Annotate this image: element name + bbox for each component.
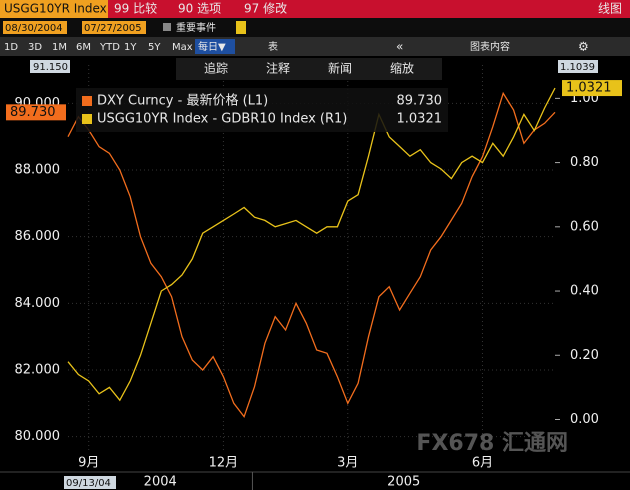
tool-button[interactable]: 注释 xyxy=(266,61,290,76)
period-button[interactable]: 1D xyxy=(4,42,18,53)
legend-swatch xyxy=(82,96,92,106)
start-date: 08/30/2004 xyxy=(5,23,63,34)
start-tag xyxy=(64,476,116,489)
y-tick-label: 80.000 xyxy=(15,429,61,444)
security: USGG10YR Index xyxy=(4,2,107,16)
period-button[interactable]: 3D xyxy=(28,42,42,53)
period-button[interactable]: 1Y xyxy=(124,42,137,53)
menu-item[interactable]: 90 选项 xyxy=(178,2,221,16)
legend-swatch xyxy=(82,114,92,124)
settings[interactable]: ⚙ xyxy=(578,40,589,54)
table-button[interactable]: 表 xyxy=(268,40,278,53)
legend-value: 89.730 xyxy=(397,94,443,109)
y2-tick-label: 0.60 xyxy=(570,219,599,234)
y2lim-tag xyxy=(558,60,598,73)
y2-tick-label: 0.00 xyxy=(570,412,599,427)
x-tick-label: 12月 xyxy=(209,456,239,471)
x-tick-label: 9月 xyxy=(78,456,99,471)
events: 重要事件 xyxy=(176,21,216,34)
date-field[interactable] xyxy=(3,21,67,34)
x-tick-label: 6月 xyxy=(472,456,493,471)
y2-tick-label: 0.40 xyxy=(570,284,599,299)
menu-item[interactable]: 99 比较 xyxy=(114,1,157,16)
menu-item[interactable]: 97 修改 xyxy=(244,1,287,16)
watermark: FX678 汇通网 xyxy=(416,431,568,456)
value-tag xyxy=(6,104,66,121)
legend xyxy=(76,88,448,132)
view-name: 线图 xyxy=(598,2,622,16)
collapse[interactable]: « xyxy=(396,40,403,54)
ylim-tag xyxy=(30,60,70,73)
period-button[interactable]: 6M xyxy=(76,42,91,53)
period-button[interactable]: 5Y xyxy=(148,42,161,53)
date-row xyxy=(0,18,630,37)
y-tick-label: 82.000 xyxy=(15,363,61,378)
chart-content[interactable]: 图表内容 xyxy=(470,40,510,53)
start-label: 09/13/04 xyxy=(66,478,111,489)
series-line xyxy=(67,91,556,419)
value-tag-label: 89.730 xyxy=(10,105,56,120)
tool-button[interactable]: 新闻 xyxy=(328,61,352,76)
info-icon[interactable] xyxy=(236,21,246,34)
period-button[interactable]: YTD xyxy=(99,42,120,53)
period-button[interactable]: Max xyxy=(172,42,193,53)
year-label: 2005 xyxy=(387,475,420,490)
toolbar xyxy=(176,58,442,80)
end-date: 07/27/2005 xyxy=(84,23,142,34)
security-box xyxy=(0,0,108,18)
date-field[interactable] xyxy=(82,21,146,34)
tool-button[interactable]: 追踪 xyxy=(204,61,228,76)
period-row xyxy=(0,37,630,56)
ylim-label: 91.150 xyxy=(33,62,68,73)
checkbox[interactable] xyxy=(163,23,171,31)
tool-button[interactable]: 缩放 xyxy=(390,61,414,76)
y-tick-label: 84.000 xyxy=(15,296,61,311)
legend-value: 1.0321 xyxy=(397,112,443,127)
value-tag-label: 1.0321 xyxy=(566,81,612,96)
y2-tick-label: 0.20 xyxy=(570,348,599,363)
frequency[interactable]: 每日▼ xyxy=(198,40,226,53)
y-tick-label: 86.000 xyxy=(15,229,61,244)
x-tick-label: 3月 xyxy=(337,456,358,471)
menu-bar xyxy=(108,0,630,18)
y2lim-label: 1.1039 xyxy=(560,62,595,73)
period-button[interactable]: 1M xyxy=(52,42,67,53)
series-line xyxy=(67,87,556,402)
legend-label: USGG10YR Index - GDBR10 Index (R1) xyxy=(97,112,347,127)
legend-label: DXY Curncy - 最新价格 (L1) xyxy=(97,93,268,109)
frequency-box[interactable] xyxy=(195,39,235,54)
value-tag xyxy=(562,80,622,97)
y-tick-label: 88.000 xyxy=(15,163,61,178)
year-label: 2004 xyxy=(144,475,177,490)
y2-tick-label: 0.80 xyxy=(570,155,599,170)
